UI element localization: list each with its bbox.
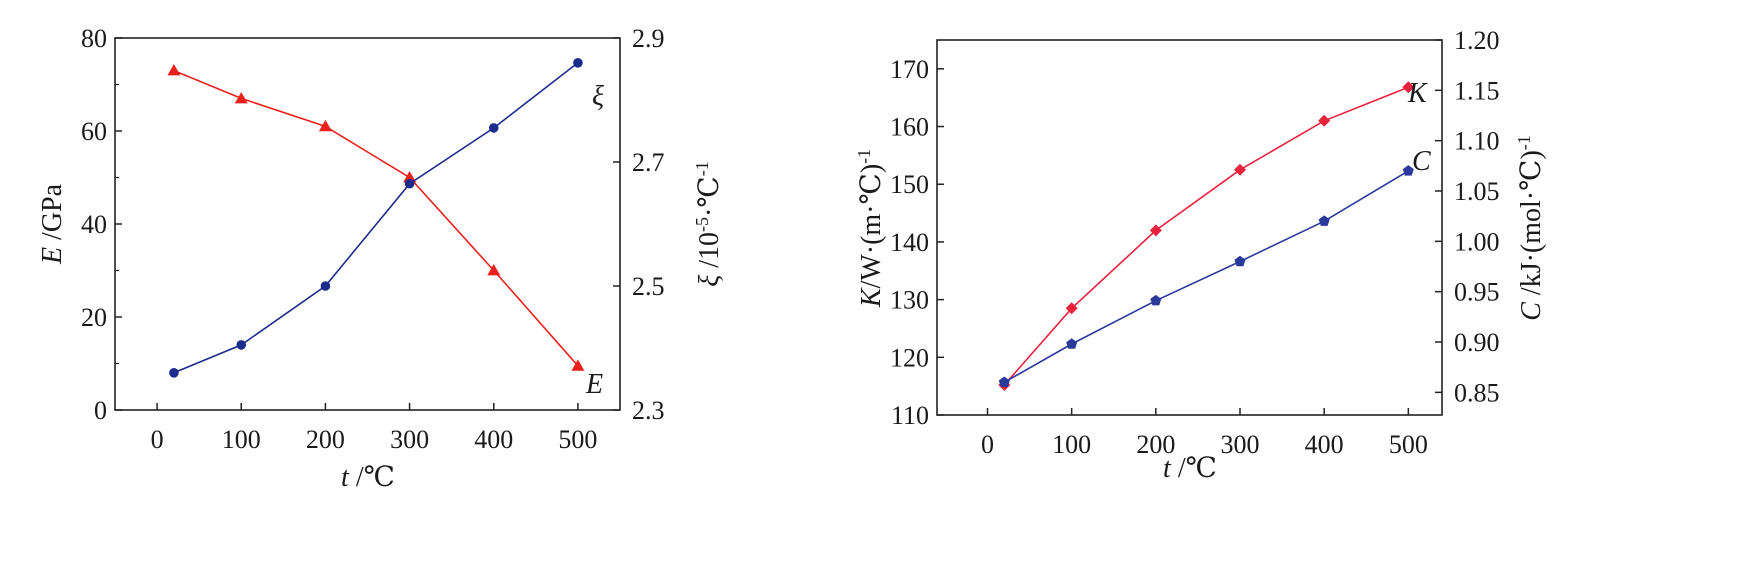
chart-2-x-tick-label: 0	[981, 430, 994, 459]
chart-1-y-tick-label: 80	[81, 24, 107, 53]
chart-2-series-1-point	[1149, 224, 1162, 237]
chart-1-series-label-xi: ξ	[592, 81, 604, 112]
chart-1-y-tick-label: 60	[81, 117, 107, 146]
chart-2-y-tick-label: 110	[891, 401, 929, 430]
chart-1: 0 100 200 300 400 500 0 20 40 60 80 2.3 2.5 2.7 2.9 t …	[37, 24, 725, 493]
chart-1-y-tick-label: 40	[81, 210, 107, 239]
chart-2-y2-tick-label: 0.85	[1454, 378, 1500, 407]
chart-2-series-1-point	[1402, 81, 1415, 94]
chart-1-series	[167, 58, 585, 378]
chart-1-x-tick-label: 300	[390, 425, 429, 454]
chart-1-y2-tick-label: 2.3	[632, 396, 665, 425]
chart-2-y2-tick-label: 1.20	[1454, 26, 1500, 55]
chart-2-series-1-line	[1003, 86, 1409, 386]
chart-2-series-label-c: C	[1412, 146, 1431, 177]
chart-1-y-tick-label: 20	[81, 303, 107, 332]
chart-1-series-1-point	[403, 171, 417, 183]
chart-1-x-tick-label: 400	[474, 425, 513, 454]
chart-2-axes: 0 100 200 300 400 500 110 120 130 140 150 160 170 0.8…	[890, 26, 1500, 459]
chart-1-x-axis-title: t /℃	[341, 462, 395, 493]
chart-2-series-2-point	[1402, 165, 1414, 176]
chart-2-y2-tick-label: 1.10	[1454, 127, 1500, 156]
chart-1-series-1-point	[318, 119, 332, 132]
chart-1-y-axis-title: E /GPa	[37, 183, 68, 265]
chart-1-series-2-point	[320, 281, 331, 291]
chart-1-x-tick-label: 100	[222, 425, 261, 454]
chart-1-y-tick-label: 0	[94, 396, 107, 425]
chart-2-series	[998, 81, 1415, 391]
chart-2-series-1-point	[1318, 114, 1331, 127]
chart-2-y2-tick-label: 1.15	[1454, 76, 1500, 105]
chart-2-y2-tick-label: 1.00	[1454, 227, 1500, 256]
chart-1-y2-tick-label: 2.5	[632, 272, 665, 301]
chart-2-x-tick-label: 100	[1052, 430, 1091, 459]
chart-2-series-label-k: K	[1407, 78, 1428, 109]
chart-2-y2-tick-label: 1.05	[1454, 177, 1500, 206]
chart-1-x-tick-label: 200	[306, 425, 345, 454]
chart-1-y2-axis-title: ξ /10-5·℃-1	[692, 161, 725, 286]
chart-1-axes: 0 100 200 300 400 500 0 20 40 60 80 2.3 2.5 2.7 2.9	[81, 24, 665, 454]
chart-1-plot-frame	[114, 37, 621, 411]
chart-1-x-tick-label: 500	[558, 425, 597, 454]
chart-1-series-1-point	[167, 64, 181, 76]
chart-2-series-1-point	[1065, 302, 1078, 315]
chart-2-series-2-point	[1150, 294, 1162, 306]
chart-2-x-axis-title: t /℃	[1163, 453, 1217, 484]
chart-2-y-axis-title: K/W·(m·℃)-1	[854, 149, 887, 308]
chart-1-y2-tick-label: 2.7	[632, 148, 665, 177]
chart-2-y-tick-label: 140	[890, 228, 929, 257]
chart-1-series-2-point	[169, 368, 179, 378]
chart-1-series-1-point	[571, 359, 585, 371]
chart-2-y2-axis-title: C /kJ·(mol·℃)-1	[1514, 135, 1547, 321]
chart-1-series-label-e: E	[585, 369, 603, 400]
chart-2-x-tick-label: 300	[1221, 430, 1260, 459]
chart-1-series-2-point	[404, 178, 415, 189]
chart-2-y-tick-label: 160	[890, 113, 929, 142]
chart-2-x-tick-label: 200	[1136, 430, 1175, 459]
chart-1-x-tick-label: 0	[151, 425, 164, 454]
chart-2-y2-tick-label: 0.95	[1454, 278, 1500, 307]
chart-1-y2-tick-label: 2.9	[632, 24, 665, 53]
chart-1-series-1-point	[487, 264, 501, 276]
chart-1-series-2-line	[173, 62, 579, 374]
chart-2-y2-tick-label: 0.90	[1454, 328, 1500, 357]
chart-2-y-tick-label: 130	[890, 286, 929, 315]
chart-2-x-tick-label: 400	[1305, 430, 1344, 459]
chart-1-series-1-line	[173, 69, 579, 367]
chart-2-series-1-point	[1234, 163, 1246, 176]
chart-2-y-tick-label: 170	[890, 55, 929, 84]
chart-2-series-2-point	[1066, 338, 1078, 349]
chart-1-series-2-point	[236, 340, 247, 350]
chart-2-series-2-line	[1003, 170, 1409, 383]
chart-2-series-2-point	[998, 376, 1010, 387]
chart-2-y-tick-label: 120	[890, 343, 929, 372]
chart-2: 0 100 200 300 400 500 110 120 130 140 150 160 170 0.8…	[854, 26, 1547, 484]
chart-2-series-2-point	[1318, 215, 1330, 226]
chart-2-series-2-point	[1234, 255, 1246, 267]
chart-2-x-tick-label: 500	[1389, 430, 1428, 459]
chart-1-series-1-point	[234, 91, 248, 104]
chart-1-series-2-point	[573, 58, 583, 68]
chart-2-plot-frame	[936, 39, 1443, 416]
chart-2-y-tick-label: 150	[890, 170, 929, 199]
chart-1-series-2-point	[488, 123, 499, 133]
